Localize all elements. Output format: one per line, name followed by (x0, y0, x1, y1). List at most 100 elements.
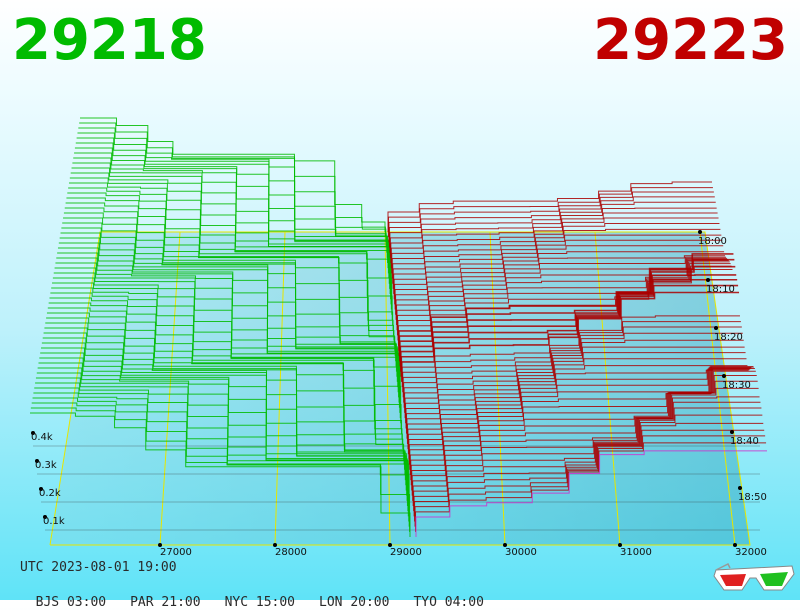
ask-depth-line (412, 407, 762, 506)
floor-border (49, 231, 751, 546)
time-tick-label: 18:30 (722, 380, 751, 391)
ask-depth-line (403, 332, 743, 403)
ask-depth-line (387, 181, 712, 232)
ask-depth-line (404, 352, 746, 419)
clock-nyc: NYC 15:00 (224, 595, 296, 610)
utc-time: UTC 2023-08-01 19:00 (20, 560, 177, 575)
ask-depth-line (393, 251, 725, 300)
y-tick-label: 0.4k (31, 432, 53, 443)
time-tick-mark (730, 430, 734, 434)
ask-depth-line (413, 414, 763, 512)
time-tick-mark (722, 374, 726, 378)
ask-depth-line (401, 315, 740, 388)
ask-depth-line (410, 375, 757, 481)
bid-depth-line (30, 412, 411, 537)
bid-depth-line (46, 312, 403, 434)
bid-depth-line (64, 207, 394, 326)
ask-depth-line (414, 435, 766, 527)
x-tick-label: 28000 (275, 547, 307, 558)
ask-depth-line (390, 217, 719, 269)
bid-depth-line (52, 282, 400, 403)
time-tick-mark (698, 230, 702, 234)
ask-depth-line (403, 339, 744, 408)
bid-depth-line (40, 352, 406, 475)
bid-depth-line (78, 127, 387, 243)
ask-depth-line (394, 255, 726, 305)
ask-depth-line (404, 346, 745, 413)
bid-depth-line (77, 132, 387, 248)
clock-tyo: TYO 04:00 (413, 595, 484, 610)
time-tick-label: 18:50 (738, 492, 767, 503)
clock-lon: LON 20:00 (319, 595, 390, 610)
bid-depth-line (63, 217, 394, 336)
bid-depth-line (57, 247, 397, 367)
x-tick-mark (273, 543, 277, 547)
ask-depth-line (412, 401, 761, 501)
x-tick-label: 31000 (620, 547, 652, 558)
ask-depth-line (415, 442, 767, 532)
time-tick-label: 18:10 (706, 284, 735, 295)
ask-depth-line (400, 291, 740, 382)
bid-depth-line (61, 227, 395, 346)
bid-depth-line (45, 322, 403, 444)
y-tick-mark (31, 431, 35, 435)
ask-depth-line (411, 387, 759, 491)
ask-depth-series (387, 181, 767, 537)
x-tick-label: 29000 (390, 547, 422, 558)
clock-par: PAR 21:00 (130, 595, 201, 610)
bid-depth-line (59, 237, 396, 357)
time-tick-mark (714, 326, 718, 330)
ask-depth-line (393, 245, 724, 295)
bid-depth-line (60, 232, 396, 351)
clock-bjs: BJS 03:00 (35, 595, 107, 610)
bid-depth-line (43, 332, 404, 455)
ask-depth-line (406, 369, 749, 434)
x-grid-line (594, 231, 621, 546)
ask-depth-line (391, 228, 721, 279)
y-tick-label: 0.3k (35, 460, 57, 471)
y-tick-mark (39, 487, 43, 491)
ask-depth-line (394, 256, 726, 310)
ask-depth-line (388, 196, 715, 248)
x-grid-line (159, 231, 181, 546)
ask-depth-line (398, 258, 735, 357)
ask-depth-line (413, 422, 764, 517)
ask-depth-line (387, 187, 713, 238)
bid-depth-line (79, 122, 386, 238)
x-tick-mark (503, 543, 507, 547)
ask-depth-line (400, 284, 739, 377)
ask-depth-line (402, 326, 742, 398)
ask-depth-line (389, 201, 716, 253)
x-tick-label: 27000 (160, 547, 192, 558)
ask-depth-line (405, 358, 747, 424)
time-tick-mark (706, 278, 710, 282)
ask-depth-line (410, 380, 758, 486)
ask-depth-line (390, 212, 718, 264)
bid-depth-line (35, 377, 408, 501)
ask-depth-line (399, 265, 736, 362)
bid-depth-line (80, 117, 386, 232)
3d-glasses-icon[interactable] (712, 560, 796, 594)
bid-price: 29218 (12, 8, 207, 73)
ask-depth-line (406, 369, 750, 439)
y-tick-label: 0.1k (43, 516, 65, 527)
time-tick-label: 18:20 (714, 332, 743, 343)
x-tick-label: 32000 (735, 547, 767, 558)
bid-depth-line (44, 327, 404, 450)
ask-depth-line (392, 234, 722, 284)
chart-labels: 27000 28000 29000 30000 31000 32000 0.1k 0.2k 0.… (31, 230, 767, 558)
y-tick-label: 0.2k (39, 488, 61, 499)
ask-depth-line (414, 429, 765, 522)
ask-depth-line (402, 321, 741, 393)
x-tick-mark (618, 543, 622, 547)
time-tick-label: 18:00 (698, 236, 727, 247)
time-tick-mark (738, 486, 742, 490)
bid-depth-line (41, 342, 405, 465)
x-tick-mark (388, 543, 392, 547)
ask-depth-line (388, 191, 714, 243)
bid-depth-line (42, 337, 405, 460)
world-clocks: BJS 03:00 PAR 21:00 NYC 15:00 LON 20:00 TYO … (20, 580, 508, 610)
ask-depth-line (389, 207, 717, 258)
x-tick-mark (158, 543, 162, 547)
